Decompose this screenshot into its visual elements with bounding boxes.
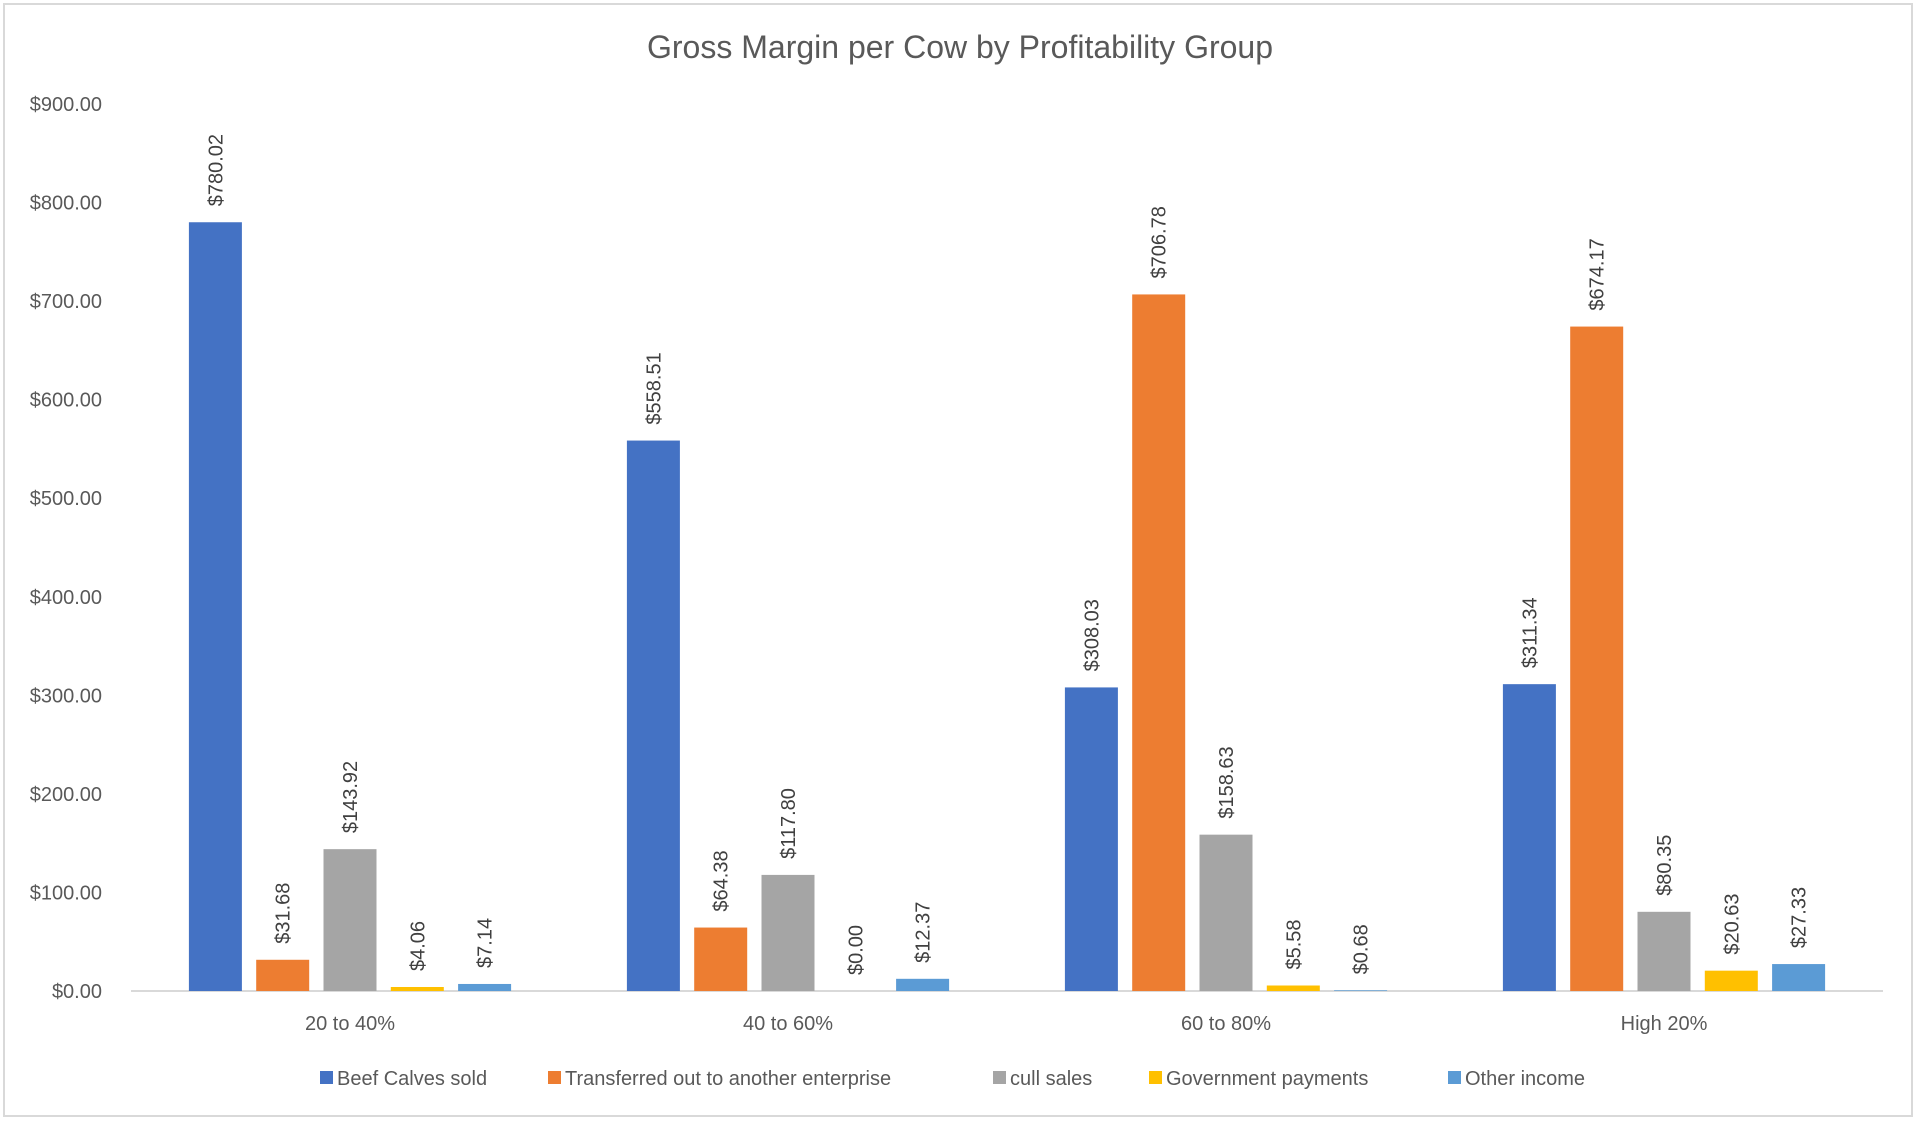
bar-cull-sales-1 bbox=[323, 849, 377, 991]
legend-item[interactable]: cull sales bbox=[993, 1068, 1092, 1090]
bar-other-income-4 bbox=[1772, 964, 1826, 991]
bar-government-payments-3 bbox=[1266, 985, 1320, 991]
legend-item[interactable]: Transferred out to another enterprise bbox=[548, 1068, 891, 1090]
data-label: $80.35 bbox=[1654, 835, 1676, 896]
data-label: $31.68 bbox=[273, 883, 295, 944]
legend-swatch-icon bbox=[320, 1071, 333, 1084]
legend-item[interactable]: Government payments bbox=[1149, 1068, 1368, 1090]
bar-cull-sales-2 bbox=[761, 874, 815, 991]
y-tick-label: $500.00 bbox=[30, 488, 102, 510]
bar-beef-calves-sold-3 bbox=[1064, 687, 1118, 991]
data-label: $674.17 bbox=[1587, 238, 1609, 310]
bar-beef-calves-sold-2 bbox=[626, 440, 680, 991]
y-tick-label: $0.00 bbox=[52, 981, 102, 1003]
bar-government-payments-1 bbox=[390, 986, 444, 991]
data-label: $311.34 bbox=[1519, 597, 1541, 668]
bars bbox=[188, 222, 1826, 992]
chart-title: Gross Margin per Cow by Profitability Gr… bbox=[647, 29, 1273, 65]
bar-beef-calves-sold-1 bbox=[188, 222, 242, 991]
bar-beef-calves-sold-4 bbox=[1502, 684, 1556, 991]
legend-swatch-icon bbox=[1149, 1071, 1162, 1084]
data-label: $64.38 bbox=[711, 850, 733, 911]
data-label: $308.03 bbox=[1081, 599, 1103, 671]
y-tick-label: $700.00 bbox=[30, 291, 102, 313]
data-label: $27.33 bbox=[1789, 887, 1811, 948]
legend-swatch-icon bbox=[1448, 1071, 1461, 1084]
data-label: $5.58 bbox=[1283, 919, 1305, 969]
legend-label: cull sales bbox=[1010, 1068, 1092, 1090]
data-label: $12.37 bbox=[913, 902, 935, 963]
data-label: $117.80 bbox=[778, 788, 800, 859]
data-label: $780.02 bbox=[205, 134, 227, 206]
y-tick-label: $800.00 bbox=[30, 193, 102, 215]
bar-other-income-1 bbox=[458, 983, 512, 991]
bar-transferred-out-to-another-enterprise-2 bbox=[694, 927, 748, 991]
x-tick-label: High 20% bbox=[1621, 1013, 1708, 1035]
x-tick-label: 40 to 60% bbox=[743, 1013, 833, 1035]
legend-swatch-icon bbox=[548, 1071, 561, 1084]
legend-item[interactable]: Beef Calves sold bbox=[320, 1068, 487, 1090]
data-label: $0.00 bbox=[845, 925, 867, 975]
y-tick-label: $600.00 bbox=[30, 390, 102, 412]
legend-item[interactable]: Other income bbox=[1448, 1068, 1585, 1090]
data-label: $143.92 bbox=[340, 761, 362, 833]
bar-cull-sales-4 bbox=[1637, 911, 1691, 991]
bar-other-income-3 bbox=[1334, 990, 1388, 991]
bar-government-payments-4 bbox=[1704, 970, 1758, 991]
bar-transferred-out-to-another-enterprise-3 bbox=[1132, 294, 1186, 991]
y-tick-label: $300.00 bbox=[30, 685, 102, 707]
data-label: $558.51 bbox=[643, 352, 665, 424]
x-tick-label: 60 to 80% bbox=[1181, 1013, 1271, 1035]
bar-cull-sales-3 bbox=[1199, 834, 1253, 991]
y-axis: $0.00 $100.00 $200.00 $300.00 $400.00 $500.00… bbox=[30, 94, 102, 1003]
legend: Beef Calves sold Transferred out to anoth… bbox=[320, 1068, 1585, 1090]
legend-swatch-icon bbox=[993, 1071, 1006, 1084]
data-label: $20.63 bbox=[1721, 893, 1743, 954]
data-label: $0.68 bbox=[1351, 924, 1373, 974]
bar-transferred-out-to-another-enterprise-4 bbox=[1570, 326, 1624, 992]
legend-label: Other income bbox=[1465, 1068, 1585, 1090]
x-tick-label: 20 to 40% bbox=[305, 1013, 395, 1035]
y-tick-label: $200.00 bbox=[30, 784, 102, 806]
data-label: $158.63 bbox=[1216, 746, 1238, 818]
data-label: $706.78 bbox=[1149, 206, 1171, 278]
bar-transferred-out-to-another-enterprise-1 bbox=[256, 959, 310, 991]
legend-label: Beef Calves sold bbox=[337, 1068, 487, 1090]
legend-label: Government payments bbox=[1166, 1068, 1368, 1090]
bar-other-income-2 bbox=[896, 978, 950, 991]
y-tick-label: $400.00 bbox=[30, 587, 102, 609]
y-tick-label: $100.00 bbox=[30, 882, 102, 904]
data-labels: $780.02 $31.68 $143.92 $4.06 $7.14 $558.51 $64… bbox=[205, 134, 1810, 975]
x-axis: 20 to 40% 40 to 60% 60 to 80% High 20% bbox=[305, 1013, 1708, 1035]
data-label: $4.06 bbox=[407, 921, 429, 971]
data-label: $7.14 bbox=[475, 918, 497, 968]
legend-label: Transferred out to another enterprise bbox=[565, 1068, 891, 1090]
y-tick-label: $900.00 bbox=[30, 94, 102, 116]
